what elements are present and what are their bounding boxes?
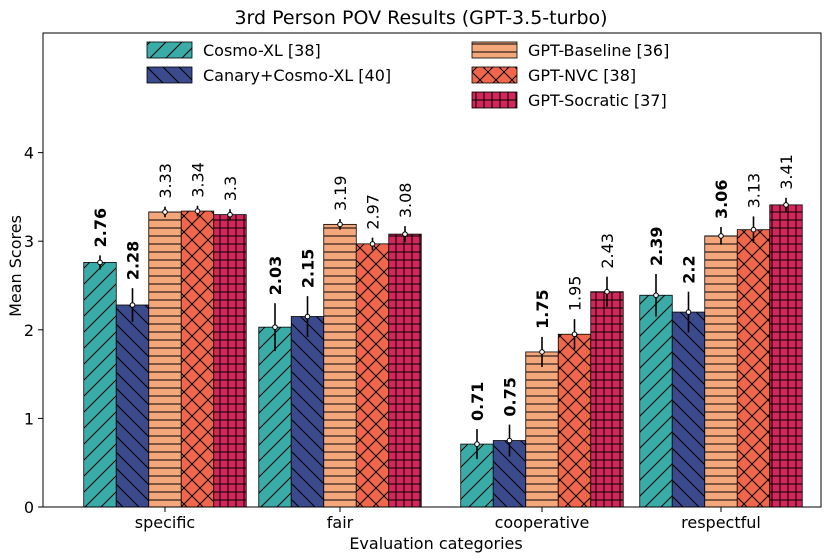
data-label-specific-3: 3.34 — [189, 162, 208, 198]
legend-swatch-outline-4 — [471, 91, 518, 109]
legend-swatch-hatch-1 — [147, 67, 192, 83]
x-tick-label-specific: specific — [135, 513, 195, 532]
legend-label-4: GPT-Socratic [37] — [528, 91, 667, 110]
mean-marker-cooperative-3 — [571, 331, 578, 338]
bar-hatch-cooperative-2 — [525, 351, 559, 507]
legend-label-1: Canary+Cosmo-XL [40] — [203, 66, 391, 85]
y-tick-label: 0 — [24, 498, 34, 517]
mean-marker-cooperative-2 — [539, 349, 545, 355]
y-tick-label: 4 — [24, 144, 34, 163]
chart-title: 3rd Person POV Results (GPT-3.5-turbo) — [234, 7, 607, 29]
x-tick-label-cooperative: cooperative — [495, 513, 590, 532]
y-axis-label: Mean Scores — [6, 215, 25, 317]
mean-marker-specific-1 — [129, 302, 136, 308]
data-label-cooperative-3: 1.95 — [566, 276, 585, 312]
bar-hatch-respectful-1 — [672, 312, 705, 507]
legend-swatch-outline-3 — [471, 66, 518, 84]
legend-swatch-outline-0 — [146, 41, 193, 59]
mean-marker-fair-0 — [272, 324, 278, 330]
data-label-cooperative-2: 1.75 — [533, 289, 552, 328]
data-label-fair-0: 2.03 — [266, 256, 285, 295]
data-label-specific-2: 3.33 — [156, 163, 175, 199]
data-label-fair-2: 3.19 — [331, 175, 350, 211]
legend-label-3: GPT-NVC [38] — [528, 66, 636, 85]
mean-marker-specific-0 — [97, 259, 103, 266]
legend-label-2: GPT-Baseline [36] — [528, 41, 669, 60]
data-label-respectful-4: 3.41 — [777, 154, 796, 190]
bar-hatch-specific-4 — [213, 214, 247, 508]
bar-hatch-fair-0 — [258, 327, 292, 507]
y-tick-label: 1 — [24, 409, 34, 428]
data-label-respectful-3: 3.13 — [745, 173, 764, 209]
bar-hatch-fair-2 — [323, 224, 357, 508]
bar-hatch-cooperative-3 — [558, 334, 591, 507]
data-label-fair-3: 2.97 — [364, 194, 383, 230]
bar-hatch-specific-3 — [181, 211, 214, 507]
legend-swatch-outline-1 — [146, 66, 193, 84]
x-tick-label-respectful: respectful — [681, 513, 761, 532]
x-axis-label: Evaluation categories — [349, 534, 522, 553]
bar-hatch-fair-1 — [291, 316, 324, 507]
mean-marker-specific-2 — [162, 209, 168, 215]
bar-hatch-fair-3 — [356, 243, 389, 507]
mean-marker-fair-3 — [369, 241, 376, 247]
data-label-specific-1: 2.28 — [124, 241, 143, 280]
data-label-respectful-0: 2.39 — [647, 227, 666, 266]
data-label-specific-4: 3.3 — [221, 176, 240, 201]
data-label-specific-0: 2.76 — [91, 208, 110, 247]
mean-marker-respectful-0 — [653, 292, 659, 299]
mean-marker-cooperative-4 — [604, 288, 610, 295]
mean-marker-fair-1 — [304, 313, 311, 320]
mean-marker-specific-4 — [227, 211, 233, 218]
data-label-fair-4: 3.08 — [396, 183, 415, 219]
mean-marker-respectful-1 — [685, 309, 692, 315]
mean-marker-respectful-4 — [783, 202, 789, 208]
legend-swatch-hatch-2 — [472, 42, 517, 58]
legend-label-0: Cosmo-XL [38] — [203, 41, 321, 60]
mean-marker-respectful-3 — [750, 226, 757, 233]
mean-marker-fair-4 — [402, 231, 408, 237]
mean-marker-cooperative-0 — [474, 441, 480, 447]
mean-marker-respectful-2 — [718, 233, 724, 239]
legend: Cosmo-XL [38] Canary+Cosmo-XL [40] GPT-Bas… — [146, 41, 669, 110]
y-tick-label: 2 — [24, 321, 34, 340]
plot-frame — [42, 32, 822, 508]
bar-hatch-respectful-3 — [737, 229, 770, 507]
data-label-fair-1: 2.15 — [299, 249, 318, 288]
bar-hatch-respectful-0 — [639, 295, 673, 507]
x-tick-label-fair: fair — [327, 513, 354, 532]
legend-swatch-hatch-3 — [472, 67, 517, 83]
bar-hatch-specific-0 — [83, 262, 117, 507]
data-label-cooperative-1: 0.75 — [501, 377, 520, 416]
y-tick-label: 3 — [24, 232, 34, 251]
bar-hatch-cooperative-4 — [590, 291, 624, 507]
data-label-respectful-1: 2.2 — [680, 255, 699, 283]
bar-hatch-respectful-2 — [704, 235, 738, 508]
mean-marker-cooperative-1 — [506, 437, 513, 444]
legend-swatch-hatch-4 — [472, 92, 517, 108]
data-label-cooperative-4: 2.43 — [598, 233, 617, 269]
bar-hatch-respectful-4 — [769, 204, 803, 507]
legend-swatch-outline-2 — [471, 41, 518, 59]
data-label-respectful-2: 3.06 — [712, 180, 731, 219]
data-label-cooperative-0: 0.71 — [468, 382, 487, 421]
bar-hatch-fair-4 — [388, 234, 422, 508]
legend-swatch-hatch-0 — [147, 42, 192, 58]
bar-hatch-specific-1 — [116, 304, 149, 507]
mean-marker-specific-3 — [194, 208, 201, 214]
bar-hatch-specific-2 — [148, 211, 182, 507]
mean-marker-fair-2 — [337, 221, 343, 228]
